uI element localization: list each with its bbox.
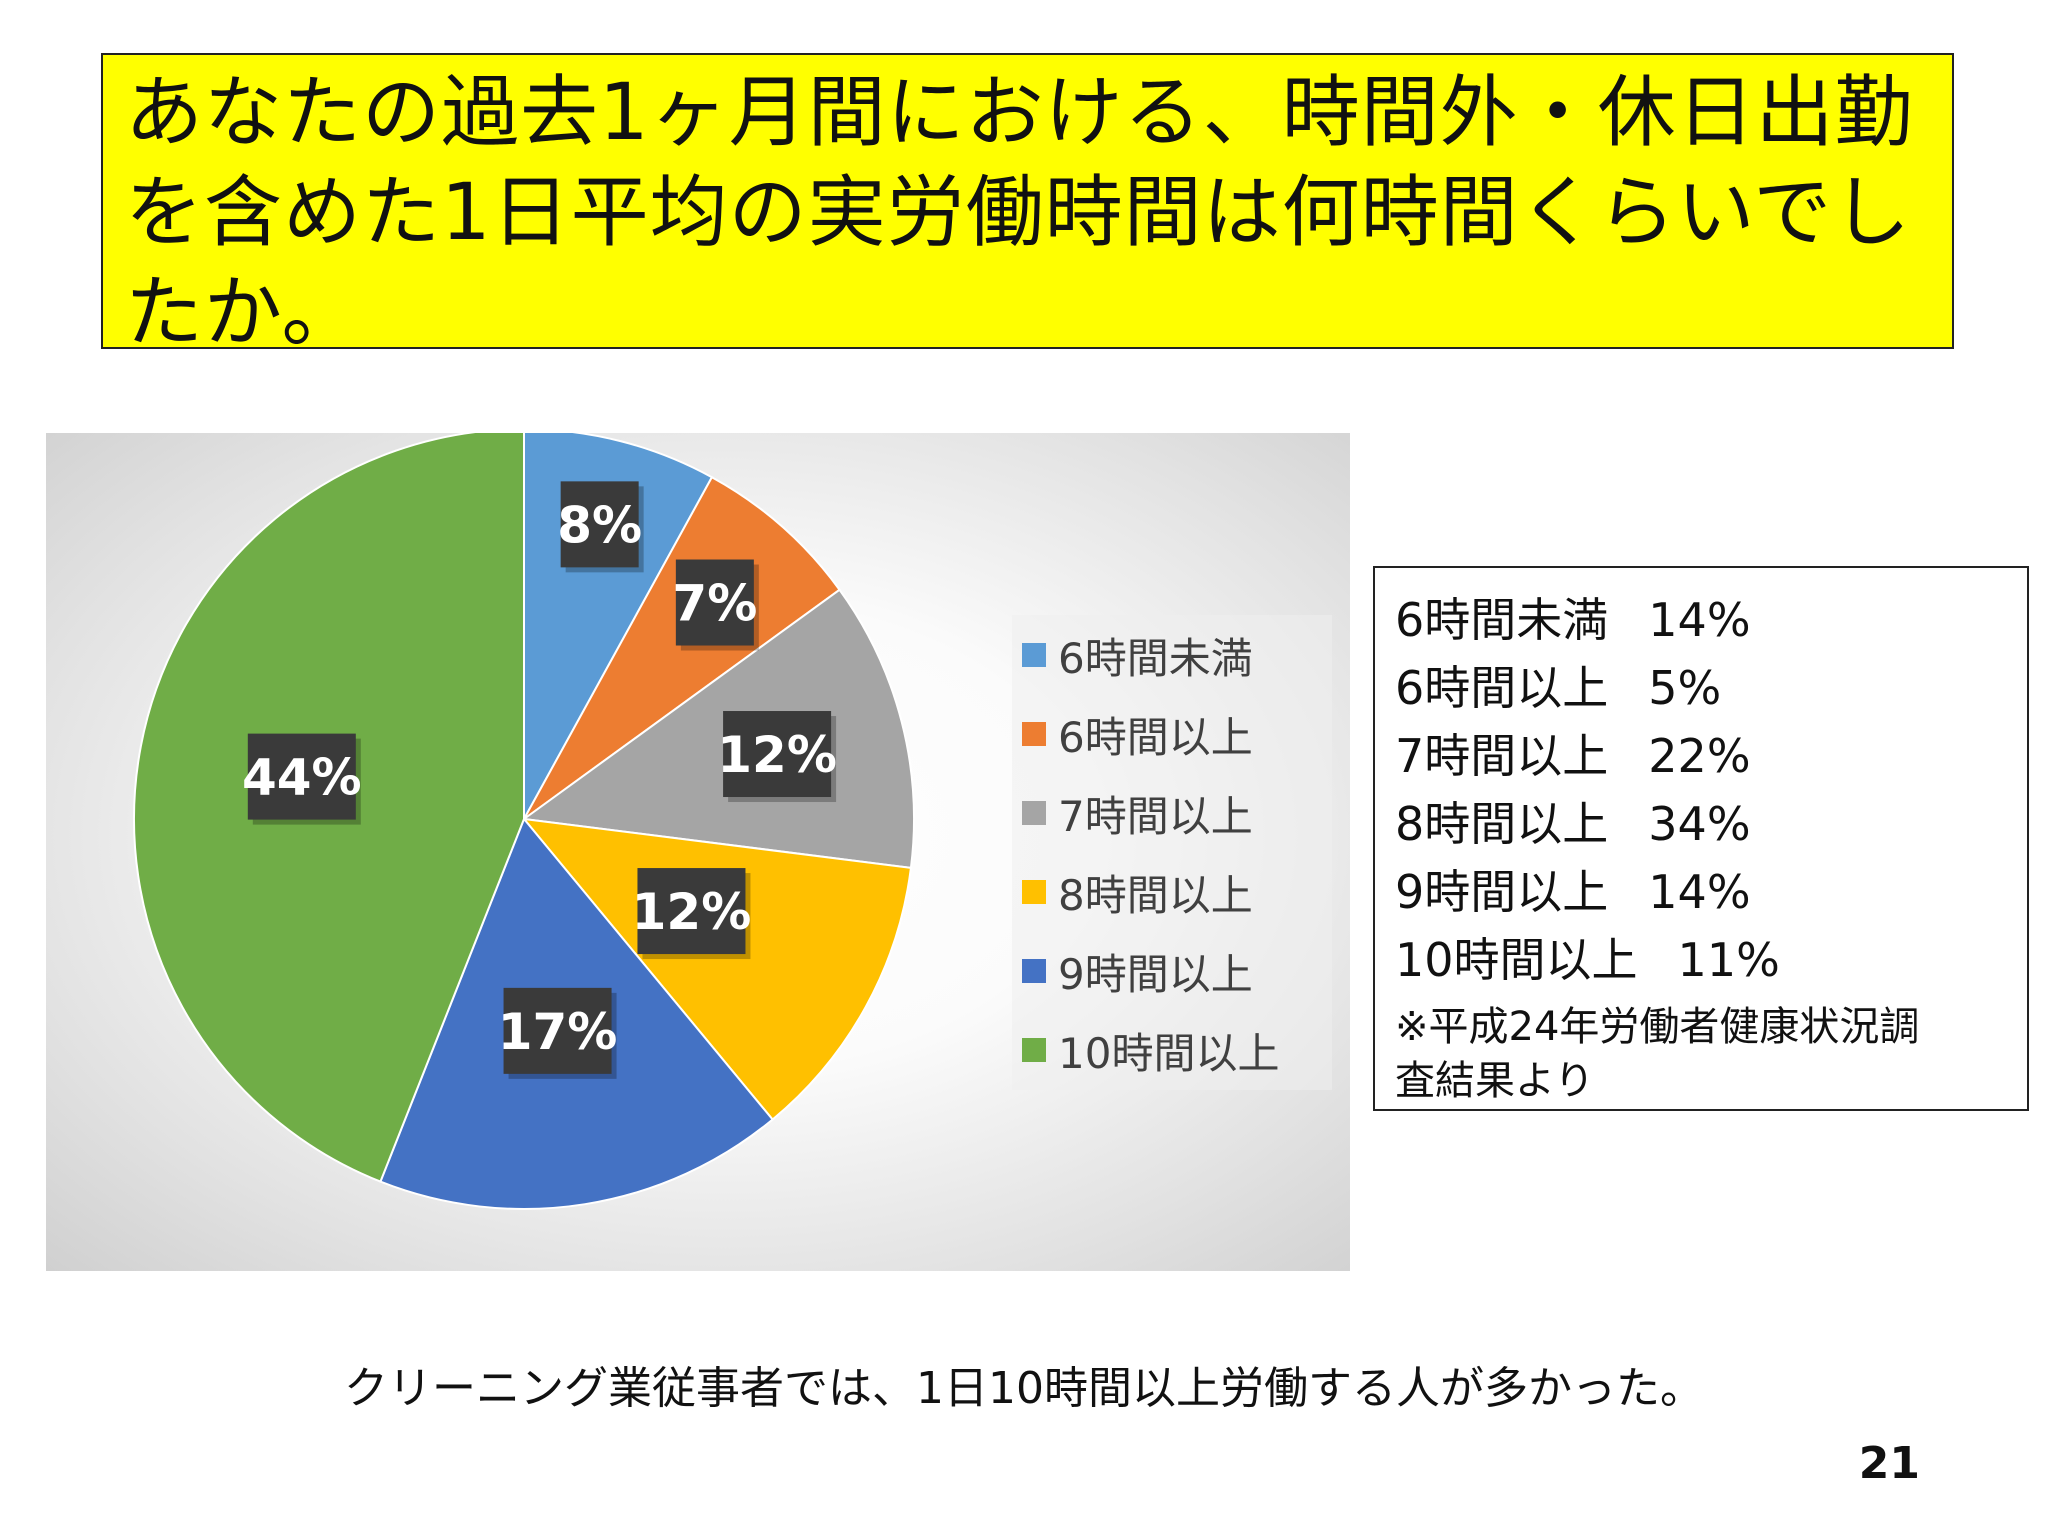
reference-row-label: 6時間未満: [1395, 593, 1609, 647]
svg-text:12%: 12%: [632, 883, 752, 941]
legend-swatch: [1022, 722, 1046, 746]
data-label-1: 8%: [557, 481, 644, 573]
legend-item: 10時間以上: [1022, 1020, 1279, 1080]
legend-swatch: [1022, 880, 1046, 904]
legend-label: 6時間未満: [1058, 633, 1253, 683]
pie-slices: [133, 433, 916, 1210]
reference-row: 7時間以上 22%: [1395, 722, 2007, 790]
legend-item: 8時間以上: [1022, 862, 1253, 922]
reference-row-label: 10時間以上: [1395, 933, 1638, 987]
reference-row-value: 5%: [1648, 661, 1722, 715]
legend-swatch: [1022, 643, 1046, 667]
question-title-text: あなたの過去1ヶ月間における、時間外・休日出勤を含めた1日平均の実労働時間は何時…: [125, 68, 1914, 358]
legend-swatch: [1022, 1038, 1046, 1062]
reference-row-label: 9時間以上: [1395, 865, 1609, 919]
question-title: あなたの過去1ヶ月間における、時間外・休日出勤を含めた1日平均の実労働時間は何時…: [101, 53, 1954, 358]
reference-row: 6時間以上 5%: [1395, 654, 2007, 722]
legend-label: 9時間以上: [1058, 949, 1253, 999]
legend-item: 7時間以上: [1022, 783, 1253, 843]
pie-data-labels: 8% 7% 12% 12% 17% 44%: [242, 481, 837, 1079]
data-label-5: 17%: [498, 987, 618, 1079]
legend-label: 6時間以上: [1058, 712, 1253, 762]
reference-row: 9時間以上 14%: [1395, 858, 2007, 926]
reference-box: 6時間未満 14% 6時間以上 5% 7時間以上 22% 8時間以上 34% 9時間以上 14% 1…: [1373, 566, 2029, 1111]
legend-label: 7時間以上: [1058, 791, 1253, 841]
pie-chart: 8% 7% 12% 12% 17% 44%: [133, 433, 916, 1210]
reference-source-line1: ※平成24年労働者健康状況調: [1395, 1004, 1920, 1050]
reference-row-value: 22%: [1648, 729, 1751, 783]
reference-source-line2: 査結果より: [1395, 1058, 1595, 1104]
page-number: 21: [1858, 1438, 1920, 1489]
data-label-3: 12%: [717, 711, 837, 803]
reference-row-value: 11%: [1677, 933, 1780, 987]
reference-row: 8時間以上 34%: [1395, 790, 2007, 858]
legend-item: 6時間以上: [1022, 704, 1253, 764]
legend-item: 6時間未満: [1022, 625, 1253, 685]
data-label-2: 7%: [672, 559, 759, 651]
reference-row-value: 34%: [1648, 797, 1751, 851]
legend-swatch: [1022, 801, 1046, 825]
pie-slice-3: [521, 588, 916, 869]
reference-row: 6時間未満 14%: [1395, 586, 2007, 654]
svg-text:44%: 44%: [242, 749, 362, 807]
reference-row-label: 6時間以上: [1395, 661, 1609, 715]
reference-row-value: 14%: [1648, 593, 1751, 647]
conclusion-text: クリーニング業従事者では、1日10時間以上労働する人が多かった。: [344, 1363, 1704, 1414]
reference-row-label: 7時間以上: [1395, 729, 1609, 783]
reference-source: ※平成24年労働者健康状況調 査結果より: [1395, 1000, 2007, 1108]
reference-row-value: 14%: [1648, 865, 1751, 919]
reference-row-label: 8時間以上: [1395, 797, 1609, 851]
data-label-6: 44%: [242, 733, 362, 825]
svg-text:7%: 7%: [672, 575, 757, 633]
pie-slice-2: [523, 475, 841, 820]
pie-slice-4: [521, 817, 913, 1121]
svg-text:12%: 12%: [717, 726, 837, 784]
data-label-4: 12%: [632, 868, 752, 960]
reference-row: 10時間以上 11%: [1395, 926, 2007, 994]
legend-item: 9時間以上: [1022, 941, 1253, 1001]
legend-swatch: [1022, 959, 1046, 983]
chart-legend: 6時間未満 6時間以上 7時間以上 8時間以上 9時間以上 10時間以上: [1012, 615, 1332, 1090]
svg-text:8%: 8%: [557, 496, 642, 554]
svg-text:17%: 17%: [498, 1003, 618, 1061]
legend-label: 10時間以上: [1058, 1028, 1280, 1078]
legend-label: 8時間以上: [1058, 870, 1253, 920]
reference-rows: 6時間未満 14% 6時間以上 5% 7時間以上 22% 8時間以上 34% 9時間以上 14% 1…: [1395, 586, 2007, 994]
